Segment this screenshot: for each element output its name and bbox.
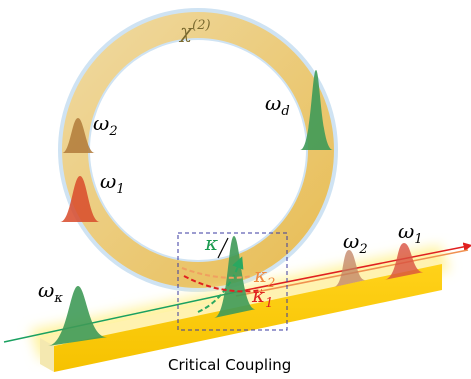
label-subscript: d xyxy=(281,104,289,119)
label-symbol: κ xyxy=(251,283,265,307)
label-subscript: 2 xyxy=(358,242,367,257)
label-symbol: ω xyxy=(100,169,116,193)
label: ω2 xyxy=(93,111,118,139)
caption: Critical Coupling xyxy=(168,356,291,374)
ring xyxy=(75,25,321,275)
label-subscript: 2 xyxy=(266,276,275,291)
label: ωκ xyxy=(38,278,63,306)
label-symbol: ω xyxy=(38,278,54,302)
diagram: χ(2) ωdω2ω1ωκκκ2κ1ω2ω1 Critical Coupling xyxy=(0,0,471,379)
label-subscript: 2 xyxy=(108,124,117,139)
label: κ xyxy=(204,231,218,255)
label-symbol: ω xyxy=(93,111,109,135)
label-symbol: ω xyxy=(398,219,414,243)
label: ω2 xyxy=(343,229,368,257)
label: ω1 xyxy=(398,219,423,247)
label-symbol: ω xyxy=(265,91,281,115)
label-symbol: ω xyxy=(343,229,359,253)
label: ω1 xyxy=(100,169,125,197)
label-subscript: κ xyxy=(53,291,63,306)
label-subscript: 1 xyxy=(116,182,124,197)
label: ωd xyxy=(265,91,290,119)
kappa-tick xyxy=(218,238,228,258)
label-subscript: 1 xyxy=(265,296,273,311)
label-symbol: κ xyxy=(204,231,218,255)
label-subscript: 1 xyxy=(414,232,422,247)
